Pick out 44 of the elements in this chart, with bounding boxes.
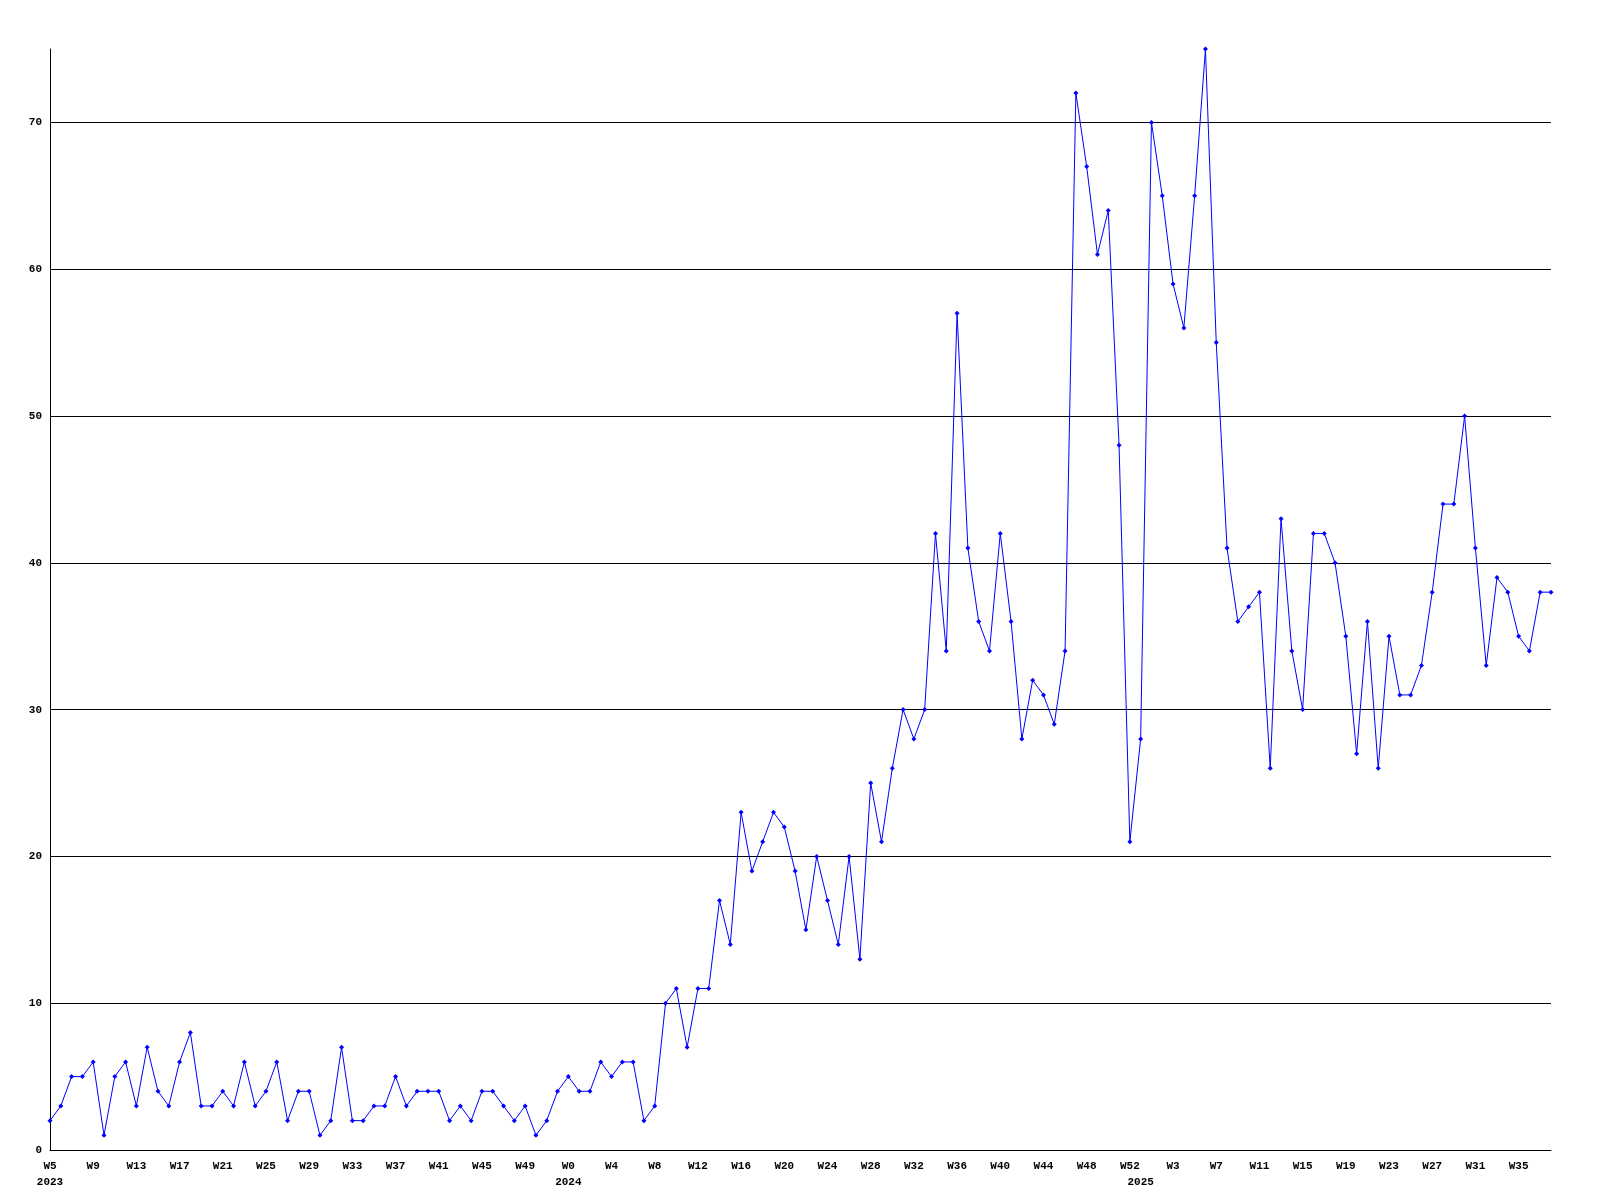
x-tick-label: W35 bbox=[1508, 1160, 1529, 1172]
y-tick-label: 10 bbox=[28, 997, 42, 1010]
y-tick-label: 40 bbox=[28, 556, 42, 569]
x-tick-label: W31 bbox=[1465, 1160, 1486, 1172]
x-tick-label: W0 2024 bbox=[555, 1160, 582, 1188]
x-tick-label: 2025 bbox=[1127, 1176, 1155, 1188]
x-tick-label: W20 bbox=[774, 1160, 795, 1172]
x-tick-label: W52 bbox=[1119, 1160, 1140, 1172]
x-tick-label: W9 bbox=[86, 1160, 100, 1172]
y-tick-label: 30 bbox=[28, 703, 42, 716]
x-tick-label: W49 bbox=[515, 1160, 536, 1172]
x-tick-label: W16 bbox=[731, 1160, 752, 1172]
y-tick-label: 0 bbox=[35, 1144, 42, 1156]
x-tick-label: W15 bbox=[1292, 1160, 1313, 1172]
x-tick-label: W21 bbox=[212, 1160, 234, 1172]
x-tick-label: W27 bbox=[1422, 1160, 1443, 1172]
y-tick-label: 70 bbox=[28, 116, 42, 129]
x-tick-label: W19 bbox=[1335, 1160, 1356, 1172]
x-tick-label: W33 bbox=[342, 1160, 363, 1172]
x-tick-label: W44 bbox=[1033, 1160, 1054, 1172]
x-tick-label: W17 bbox=[169, 1160, 190, 1172]
x-tick-label: W25 bbox=[256, 1160, 277, 1172]
x-tick-label: W8 bbox=[648, 1160, 662, 1172]
x-tick-label: W48 bbox=[1076, 1160, 1097, 1172]
x-tick-label: W32 bbox=[903, 1160, 924, 1172]
x-tick-label: W41 bbox=[428, 1160, 450, 1172]
x-tick-label: W24 bbox=[817, 1160, 838, 1172]
x-tick-label: W29 bbox=[299, 1160, 320, 1172]
x-tick-label: W12 bbox=[688, 1160, 708, 1172]
x-tick-label: W36 bbox=[947, 1160, 967, 1172]
x-tick-label: W11 bbox=[1249, 1160, 1270, 1172]
x-tick-label: W28 bbox=[860, 1160, 881, 1172]
y-tick-label: 60 bbox=[28, 263, 42, 276]
x-tick-label: W40 bbox=[990, 1160, 1011, 1172]
y-tick-label: 50 bbox=[28, 410, 42, 422]
x-tick-label: W45 bbox=[472, 1160, 493, 1172]
x-tick-label: W23 bbox=[1379, 1160, 1400, 1172]
x-tick-label: W5 2023 bbox=[36, 1160, 64, 1188]
x-tick-label: W13 bbox=[126, 1160, 147, 1172]
y-tick-label: 20 bbox=[28, 850, 42, 863]
x-tick-label: W4 bbox=[604, 1160, 619, 1172]
x-tick-label: W7 bbox=[1209, 1160, 1223, 1172]
x-tick-label: W3 bbox=[1166, 1160, 1181, 1172]
x-tick-label: W37 bbox=[385, 1160, 406, 1172]
